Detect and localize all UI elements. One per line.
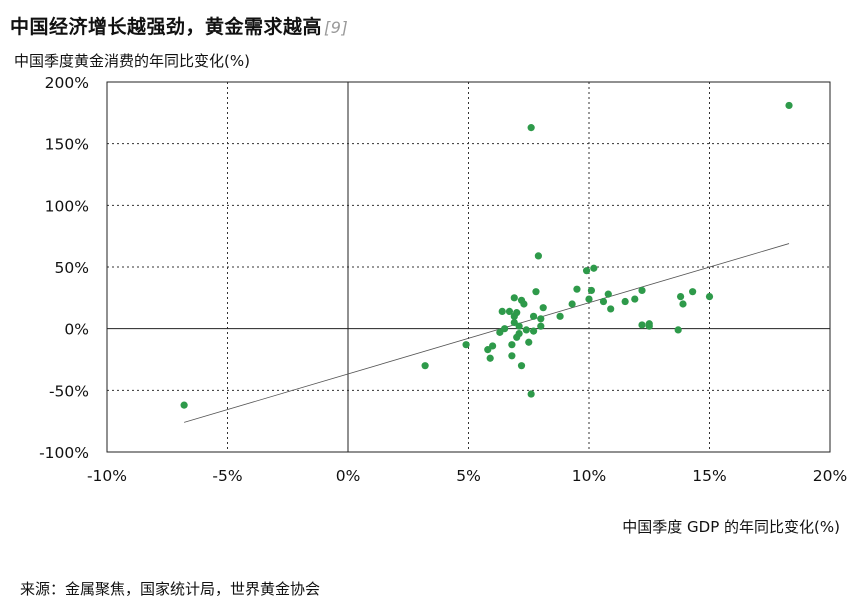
- data-point: [587, 286, 596, 295]
- y-axis-label: 中国季度黄金消费的年同比变化(%): [14, 52, 250, 70]
- data-point: [568, 300, 576, 308]
- x-axis-label: 中国季度 GDP 的年同比变化(%): [622, 518, 840, 536]
- data-point: [674, 326, 682, 334]
- data-point: [508, 352, 516, 360]
- data-point: [462, 341, 470, 349]
- x-tick-label: -5%: [212, 467, 242, 485]
- source-note: 来源：金属聚焦，国家统计局，世界黄金协会: [20, 580, 321, 598]
- data-point: [525, 338, 533, 346]
- y-tick-label: 0%: [64, 321, 89, 339]
- data-point: [513, 309, 521, 317]
- data-point: [621, 297, 629, 306]
- data-point: [631, 295, 639, 303]
- data-point: [522, 326, 530, 334]
- y-tick-label: 50%: [55, 259, 89, 277]
- x-tick-label: 5%: [456, 467, 481, 485]
- data-point: [527, 390, 535, 398]
- data-point: [556, 312, 564, 320]
- data-point: [529, 312, 538, 320]
- trend-line: [184, 243, 790, 423]
- data-point: [515, 322, 523, 330]
- data-point: [517, 362, 526, 370]
- data-point: [705, 293, 714, 301]
- data-point: [537, 322, 545, 330]
- data-point: [537, 315, 545, 323]
- chart-title-reference: [9]: [324, 18, 349, 37]
- x-tick-label: 10%: [572, 467, 606, 485]
- data-point: [486, 354, 494, 362]
- y-tick-label: 150%: [45, 136, 89, 154]
- data-point: [510, 294, 518, 302]
- y-tick-label: 100%: [45, 197, 89, 215]
- data-point: [527, 124, 535, 132]
- chart-title-text: 中国经济增长越强劲，黄金需求越高: [10, 16, 323, 38]
- data-point: [520, 300, 528, 308]
- data-point: [505, 307, 514, 315]
- data-point: [590, 264, 598, 272]
- data-point: [508, 341, 516, 349]
- data-point: [529, 327, 538, 335]
- x-tick-label: 20%: [813, 467, 847, 485]
- x-tick-label: 0%: [336, 467, 361, 485]
- data-point: [645, 320, 653, 328]
- data-point: [180, 401, 188, 409]
- data-point: [498, 307, 506, 315]
- data-point: [585, 295, 593, 303]
- chart-title: 中国经济增长越强劲，黄金需求越高 [9]: [10, 12, 348, 39]
- x-tick-label: -10%: [87, 467, 127, 485]
- data-point: [501, 325, 509, 333]
- y-tick-label: -100%: [39, 444, 89, 462]
- data-point: [679, 300, 687, 308]
- data-point: [539, 304, 547, 312]
- data-point: [515, 330, 523, 338]
- data-point: [607, 305, 615, 313]
- data-point: [676, 293, 685, 301]
- data-point: [785, 101, 793, 110]
- data-point: [599, 297, 608, 306]
- data-point: [489, 342, 497, 350]
- data-point: [604, 290, 612, 298]
- data-point: [421, 362, 429, 370]
- x-tick-label: 15%: [692, 467, 726, 485]
- data-point: [573, 285, 581, 293]
- y-tick-label: -50%: [49, 382, 89, 400]
- plot-frame: [106, 81, 831, 453]
- data-point: [582, 267, 591, 275]
- y-tick-label: 200%: [45, 74, 89, 92]
- data-point: [534, 252, 542, 260]
- data-point: [689, 288, 697, 296]
- data-point: [532, 288, 540, 296]
- data-point: [638, 286, 646, 295]
- data-point: [638, 321, 646, 329]
